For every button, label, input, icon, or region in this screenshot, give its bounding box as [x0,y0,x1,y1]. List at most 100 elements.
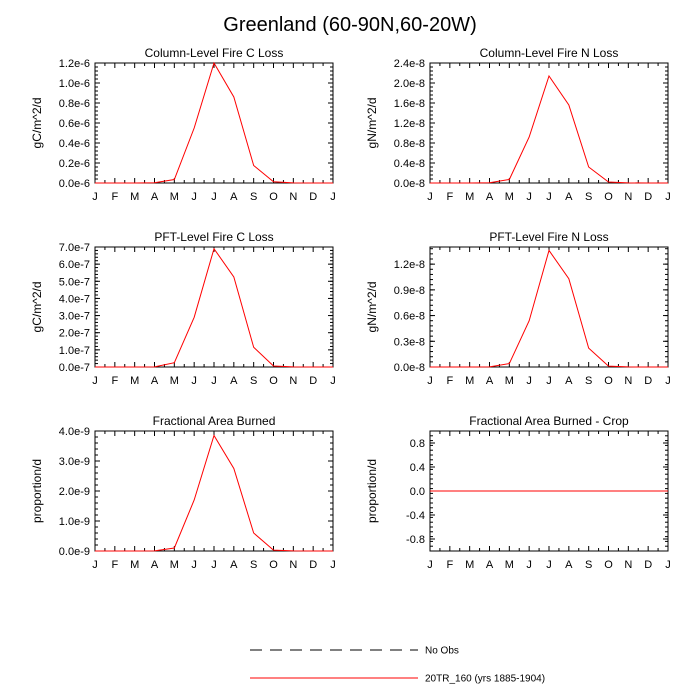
x-tick-label: J [665,559,671,571]
y-tick-label: -0.8 [406,534,425,546]
plot-frame [429,62,669,184]
x-tick-label: A [565,559,573,571]
x-tick-label: N [624,559,632,571]
x-tick-label: M [505,559,514,571]
x-tick-label: D [644,375,652,387]
y-tick-label: 2.0e-7 [59,328,90,340]
x-tick-label: F [111,559,118,571]
y-tick-label: 0.4e-6 [59,138,90,150]
y-tick-label: 0.0e-9 [59,546,90,558]
y-tick-label: 7.0e-7 [59,242,90,254]
x-tick-label: O [604,191,613,203]
y-tick-label: 0.0e-8 [394,178,425,190]
plot-frame [94,246,334,368]
y-tick-label: 0.6e-6 [59,118,90,130]
y-tick-label: 0.8e-8 [394,138,425,150]
series-line [95,247,333,368]
y-tick-label: 0.2e-6 [59,158,90,170]
x-tick-label: J [211,375,217,387]
x-tick-label: N [624,191,632,203]
plot-frame [94,62,334,184]
y-tick-label: 1.6e-8 [394,98,425,110]
x-tick-label: O [269,191,278,203]
x-tick-label: M [130,191,139,203]
panel-title: Column-Level Fire N Loss [480,46,619,60]
y-tick-label: 4.0e-7 [59,293,90,305]
x-tick-label: J [211,559,217,571]
x-tick-label: A [230,559,238,571]
x-tick-label: N [289,559,297,571]
y-tick-label: -0.4 [406,510,425,522]
x-tick-label: J [191,559,197,571]
x-tick-label: N [289,375,297,387]
y-tick-label: 1.2e-8 [394,118,425,130]
x-tick-label: J [427,191,433,203]
y-tick-label: 1.2e-8 [394,259,425,271]
y-axis-label: gC/m^2/d [30,98,44,149]
x-tick-label: J [546,559,552,571]
y-axis-label: gN/m^2/d [365,282,379,333]
y-tick-label: 0.0e-7 [59,362,90,374]
y-tick-label: 1.0e-6 [59,78,90,90]
x-tick-label: F [446,191,453,203]
x-tick-label: M [505,191,514,203]
x-tick-label: M [130,375,139,387]
x-tick-label: J [546,375,552,387]
plot-frame [94,430,334,552]
x-tick-label: N [624,375,632,387]
x-tick-label: A [486,559,494,571]
x-tick-label: O [604,559,613,571]
x-tick-label: J [546,191,552,203]
x-tick-label: S [250,375,257,387]
x-tick-label: J [665,375,671,387]
y-tick-label: 1.0e-7 [59,345,90,357]
y-tick-label: 6.0e-7 [59,259,90,271]
y-tick-label: 1.2e-6 [59,58,90,70]
y-axis-label: proportion/d [30,459,44,523]
x-tick-label: J [330,191,336,203]
x-tick-label: D [309,559,317,571]
x-tick-label: D [644,559,652,571]
y-tick-label: 0.4e-8 [394,158,425,170]
x-tick-label: M [465,191,474,203]
x-tick-label: M [170,375,179,387]
x-tick-label: J [191,191,197,203]
series-line [430,74,668,184]
x-tick-label: J [191,375,197,387]
x-tick-label: S [585,559,592,571]
x-tick-label: J [92,375,98,387]
plot-frame [429,246,669,368]
x-tick-label: D [309,191,317,203]
y-tick-label: 0.4 [410,462,425,474]
x-tick-label: A [151,375,159,387]
y-tick-label: 0.0 [410,486,425,498]
panel-title: Fractional Area Burned [153,414,276,428]
x-tick-label: M [465,559,474,571]
series-line [95,434,333,552]
x-tick-label: O [269,559,278,571]
x-tick-label: M [505,375,514,387]
x-tick-label: A [565,191,573,203]
figure-title: Greenland (60-90N,60-20W) [223,14,476,36]
x-tick-label: J [526,191,532,203]
x-tick-label: F [446,375,453,387]
y-axis-label: gC/m^2/d [30,282,44,333]
x-tick-label: J [526,375,532,387]
x-tick-label: D [644,191,652,203]
legend-no-obs-label: No Obs [425,646,459,657]
x-tick-label: O [604,375,613,387]
x-tick-label: N [289,191,297,203]
y-tick-label: 0.0e-6 [59,178,90,190]
panel-title: PFT-Level Fire C Loss [154,230,273,244]
y-tick-label: 4.0e-9 [59,426,90,438]
x-tick-label: M [170,191,179,203]
y-tick-label: 2.0e-9 [59,486,90,498]
x-tick-label: S [250,559,257,571]
x-tick-label: M [465,375,474,387]
x-tick-label: D [309,375,317,387]
legend-model-label: 20TR_160 (yrs 1885-1904) [425,674,545,685]
y-tick-label: 2.4e-8 [394,58,425,70]
